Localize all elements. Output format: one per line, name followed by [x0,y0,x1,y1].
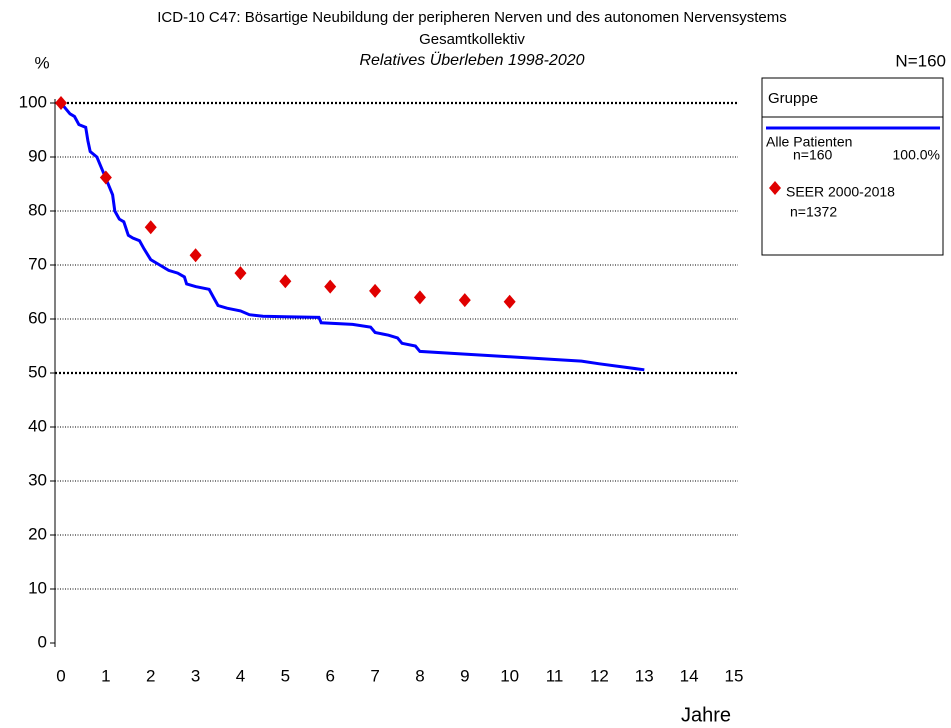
y-tick-label: 80 [28,200,47,219]
x-tick-label: 7 [370,666,379,685]
legend-swatch [769,181,781,195]
x-tick-label: 12 [590,666,609,685]
x-tick-label: 2 [146,666,155,685]
chart-title: ICD-10 C47: Bösartige Neubildung der per… [157,9,787,26]
y-tick-label: 0 [38,632,47,651]
y-tick-label: 30 [28,470,47,489]
x-tick-label: 4 [236,666,245,685]
y-tick-label: 60 [28,308,47,327]
y-tick-label: 50 [28,362,47,381]
chart-subtitle: Relatives Überleben 1998-2020 [359,51,584,69]
y-tick-label: 100 [19,92,47,111]
legend-n: n=160 [793,147,833,163]
x-tick-label: 13 [635,666,654,685]
marker [189,248,202,263]
y-tick-label: 70 [28,254,47,273]
x-tick-label: 15 [725,666,744,685]
x-tick-label: 6 [325,666,334,685]
n-label: N=160 [895,51,946,70]
legend-pct: 100.0% [893,147,940,163]
survival-line [59,102,645,372]
legend-label: SEER 2000-2018 [786,184,895,200]
chart-subtitle: Gesamtkollektiv [419,31,525,48]
x-tick-label: 10 [500,666,519,685]
marker [458,293,471,308]
x-axis-label: Jahre [681,704,731,726]
marker [503,294,516,309]
legend-box [761,77,944,256]
x-tick-label: 14 [680,666,699,685]
legend-n: n=1372 [790,204,837,220]
y-tick-label: 10 [28,578,47,597]
marker [369,283,382,298]
legend-label: Alle Patienten [766,134,852,150]
x-tick-label: 5 [281,666,290,685]
marker [144,220,157,235]
x-tick-label: 8 [415,666,424,685]
y-tick-label: 40 [28,416,47,435]
y-tick-label: 90 [28,146,47,165]
x-tick-label: 9 [460,666,469,685]
x-tick-label: 1 [101,666,110,685]
marker [55,96,67,110]
legend-title: Gruppe [768,90,818,107]
x-tick-label: 11 [546,666,564,685]
y-axis-label: % [34,53,49,72]
marker [234,266,247,281]
y-tick-label: 20 [28,524,47,543]
x-tick-label: 0 [56,666,65,685]
marker [99,170,112,185]
marker [279,274,292,289]
marker [413,290,426,305]
x-tick-label: 3 [191,666,200,685]
marker [324,279,337,294]
